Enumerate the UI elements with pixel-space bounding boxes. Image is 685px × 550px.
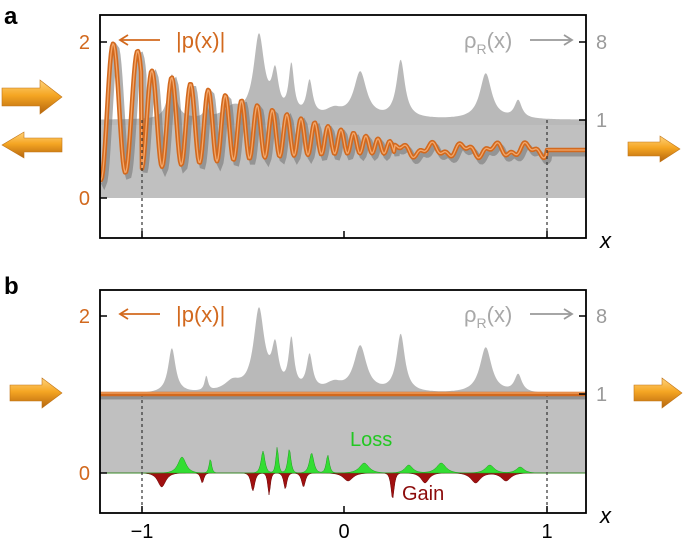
legend-arrowhead-p-b <box>118 308 129 320</box>
legend-p-a: |p(x)| <box>118 28 225 53</box>
loss-series <box>100 447 586 474</box>
legend-rho-b: ρR(x) <box>464 302 574 331</box>
p-series-highlight-a <box>100 43 586 181</box>
x-axis-label-b: x <box>599 503 612 528</box>
plot-frame-a <box>99 14 587 239</box>
legend-arrowhead-rho-a <box>563 34 574 46</box>
legend-label-p-b: |p(x)| <box>176 302 225 327</box>
reflected-arrow-a <box>1 131 63 159</box>
legend-label-p-a: |p(x)| <box>176 28 225 53</box>
incident-arrow-b <box>9 377 63 409</box>
incident-arrow-a <box>1 79 63 115</box>
legend-label-rho-b: ρR(x) <box>464 302 512 331</box>
transmitted-arrow-b <box>633 377 683 409</box>
legend-rho-a: ρR(x) <box>464 28 574 57</box>
transmitted-arrow-a <box>627 135 681 163</box>
legend-arrowhead-rho-b <box>563 308 574 320</box>
x-axis-label-a: x <box>599 228 612 253</box>
legend-label-rho-a: ρR(x) <box>464 28 512 57</box>
rho-series-b <box>100 307 586 399</box>
plot-frame-b <box>99 289 587 514</box>
right-tick-label-1-b: 1 <box>596 384 607 406</box>
left-tick-label-0-b: 0 <box>79 463 90 485</box>
x-tick-label-0: 0 <box>338 521 349 543</box>
x-tick-label-1: 1 <box>541 521 552 543</box>
right-tick-label-8-b: 8 <box>596 306 607 328</box>
panel-letter-a: a <box>4 3 18 30</box>
left-tick-label-2-b: 2 <box>79 306 90 328</box>
gain-series <box>100 472 586 499</box>
panel-a: a 2 0 8 1 x |p(x)| ρR(x) <box>4 3 612 253</box>
legend-arrowhead-p-a <box>118 34 129 46</box>
right-tick-label-1-a: 1 <box>596 110 607 132</box>
rho-series-a <box>100 33 586 125</box>
legend-p-b: |p(x)| <box>118 302 225 327</box>
left-tick-label-0-a: 0 <box>79 188 90 210</box>
right-tick-label-8-a: 8 <box>596 32 607 54</box>
loss-label: Loss <box>350 429 392 451</box>
panel-letter-b: b <box>4 273 19 300</box>
left-tick-label-2-a: 2 <box>79 32 90 54</box>
x-tick-label-m1: −1 <box>131 521 154 543</box>
gain-label: Gain <box>402 483 444 505</box>
panel-b: b 2 0 8 1 −1 0 1 x |p(x)| <box>4 273 612 543</box>
band-b <box>100 394 586 473</box>
